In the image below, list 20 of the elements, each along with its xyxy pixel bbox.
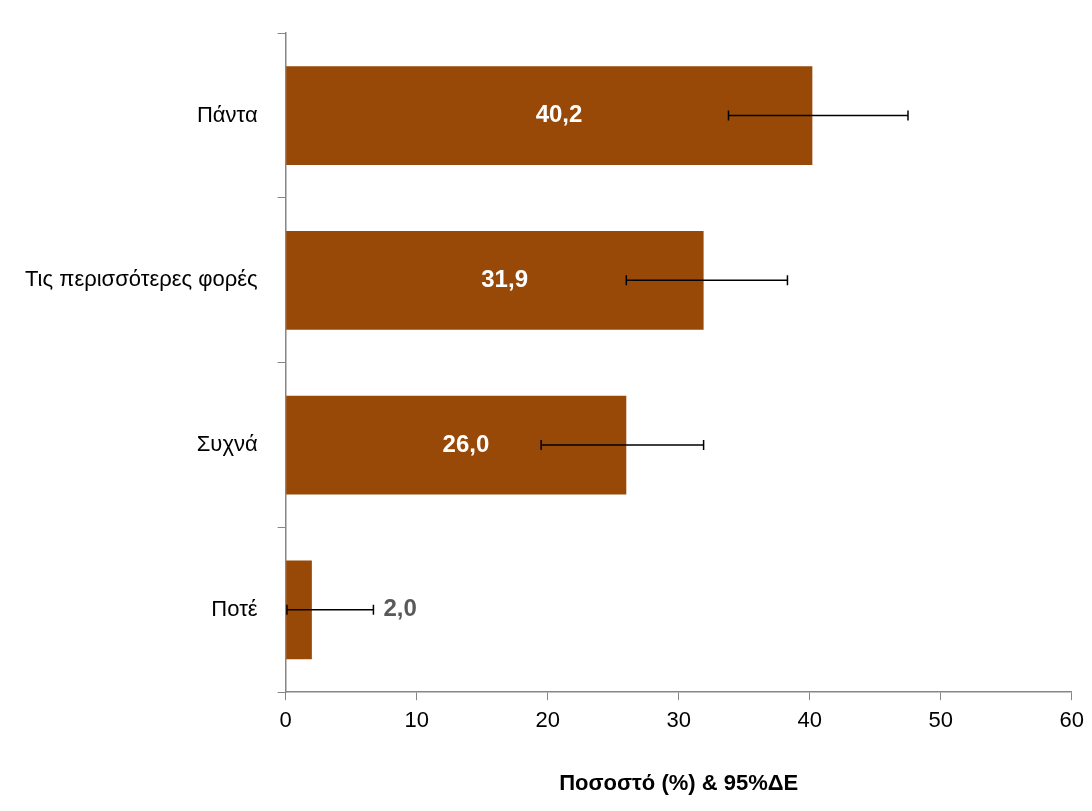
- x-axis-title: Ποσοστό (%) & 95%ΔΕ: [559, 769, 799, 795]
- x-tick-label: 20: [535, 707, 560, 733]
- x-tick-label: 60: [1059, 707, 1085, 733]
- y-tick-label: Συχνά: [196, 431, 258, 457]
- x-tick-label: 30: [666, 707, 691, 733]
- x-tick-label: 10: [404, 707, 429, 733]
- data-label: 40,2: [535, 100, 583, 128]
- x-tick-label: 0: [279, 707, 292, 733]
- data-label: 31,9: [481, 264, 528, 292]
- data-label: 26,0: [442, 429, 490, 457]
- y-tick-label: Πάντα: [196, 101, 258, 127]
- y-tick-label: Τις περισσότερες φορές: [25, 266, 258, 292]
- bar: [286, 560, 312, 660]
- y-tick-label: Ποτέ: [211, 595, 258, 621]
- data-label: 2,0: [383, 594, 417, 622]
- bar: [286, 66, 813, 165]
- bar: [286, 395, 627, 495]
- x-tick-label: 40: [797, 707, 822, 733]
- bar: [286, 230, 704, 330]
- x-tick-label: 50: [928, 707, 953, 733]
